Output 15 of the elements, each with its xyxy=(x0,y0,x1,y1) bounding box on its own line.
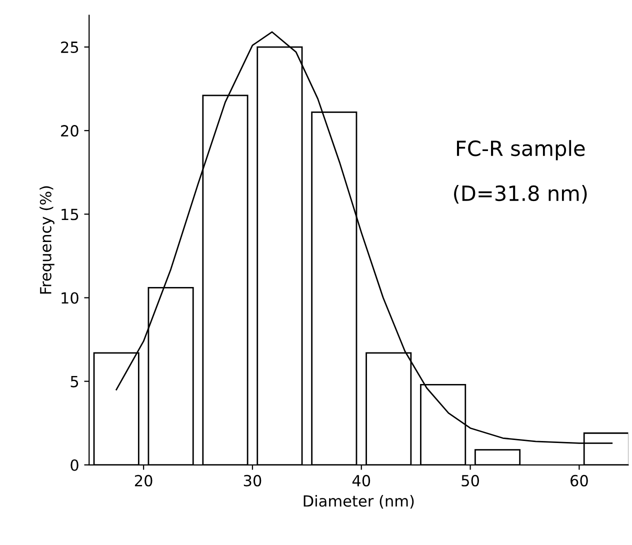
x-tick-label: 50 xyxy=(462,474,479,486)
y-tick-label: 25 xyxy=(61,41,78,54)
y-tick-label: 20 xyxy=(61,125,78,137)
annotation: FC-R sample xyxy=(456,140,585,160)
y-tick-label: 5 xyxy=(70,376,78,388)
x-tick-label: 60 xyxy=(570,474,588,486)
x-tick-label: 30 xyxy=(244,474,262,486)
x-tick-label: 40 xyxy=(352,474,370,486)
y-tick-label: 15 xyxy=(62,208,78,220)
annotation: (D=31.8 nm) xyxy=(454,185,587,204)
y-tick-label: 0 xyxy=(70,459,78,471)
x-axis-title: Diameter (nm) xyxy=(304,494,414,509)
x-tick-label: 20 xyxy=(134,474,152,486)
y-axis-title: Frequency (%) xyxy=(40,186,54,294)
y-tick-label: 10 xyxy=(62,292,78,304)
